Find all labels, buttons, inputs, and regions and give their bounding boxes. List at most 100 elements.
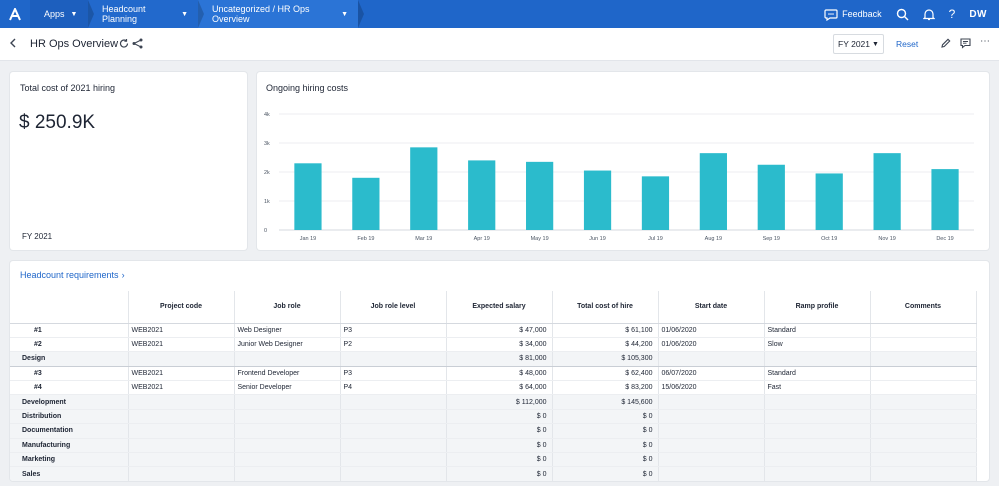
column-header[interactable]: Comments [870,291,977,324]
table-cell[interactable]: P2 [340,337,447,353]
table-cell[interactable]: 15/06/2020 [658,380,765,396]
table-cell[interactable]: $ 64,000 [446,380,553,396]
table-cell[interactable] [870,366,977,382]
table-cell[interactable]: Standard [764,323,871,338]
table-cell[interactable] [870,423,977,439]
table-cell[interactable]: $ 62,400 [552,366,659,382]
help-button[interactable]: ? [948,7,956,21]
table-cell[interactable] [870,394,977,410]
table-cell[interactable]: $ 105,300 [552,351,659,367]
table-cell[interactable] [870,438,977,454]
table-cell[interactable]: Senior Developer [234,380,341,396]
table-cell[interactable] [128,466,235,481]
breadcrumb-hr-ops-overview[interactable]: Uncategorized / HR Ops Overview ▼ [198,0,364,28]
table-cell[interactable] [658,452,765,468]
group-row[interactable]: Distribution $ 0 $ 0 [10,409,977,425]
table-cell[interactable]: $ 0 [446,452,553,468]
table-cell[interactable]: $ 0 [552,409,659,425]
table-cell[interactable] [340,452,447,468]
group-row[interactable]: Manufacturing $ 0 $ 0 [10,438,977,454]
table-cell[interactable] [870,351,977,367]
table-cell[interactable] [764,466,871,481]
table-cell[interactable]: P3 [340,323,447,338]
table-cell[interactable] [234,351,341,367]
table-cell[interactable]: WEB2021 [128,323,235,338]
breadcrumb-headcount-planning[interactable]: Headcount Planning ▼ [88,0,204,28]
table-cell[interactable] [234,423,341,439]
table-cell[interactable] [870,337,977,353]
table-cell[interactable]: Fast [764,380,871,396]
table-cell[interactable] [340,423,447,439]
table-cell[interactable] [764,394,871,410]
table-cell[interactable]: $ 0 [552,466,659,481]
comment-icon[interactable] [960,38,971,49]
table-cell[interactable] [128,438,235,454]
table-cell[interactable] [870,380,977,396]
bar-apr-19[interactable] [468,160,496,230]
table-cell[interactable] [128,452,235,468]
bar-jul-19[interactable] [641,176,670,230]
table-cell[interactable] [340,394,447,410]
group-row[interactable]: Marketing $ 0 $ 0 [10,452,977,468]
table-cell[interactable]: $ 112,000 [446,394,553,410]
table-cell[interactable] [764,351,871,367]
bar-feb-19[interactable] [352,177,380,230]
back-arrow-icon[interactable] [9,38,17,48]
table-cell[interactable] [870,323,977,338]
table-cell[interactable] [658,423,765,439]
table-cell[interactable] [870,466,977,481]
table-cell[interactable]: Web Designer [234,323,341,338]
reset-button[interactable]: Reset [896,39,919,49]
table-cell[interactable]: $ 44,200 [552,337,659,353]
column-header[interactable]: Total cost of hire [552,291,659,324]
breadcrumb-apps[interactable]: Apps ▼ [30,0,94,28]
bar-oct-19[interactable] [815,173,843,230]
pencil-icon[interactable] [941,38,951,48]
sync-icon[interactable] [119,38,129,49]
table-cell[interactable]: Junior Web Designer [234,337,341,353]
table-cell[interactable]: 01/06/2020 [658,337,765,353]
table-cell[interactable]: $ 47,000 [446,323,553,338]
group-row[interactable]: Development $ 112,000 $ 145,600 [10,394,977,410]
table-row[interactable]: #3 WEB2021 Frontend Developer P3 $ 48,000 $ 6… [10,366,977,382]
table-cell[interactable] [764,452,871,468]
table-cell[interactable]: P4 [340,380,447,396]
table-cell[interactable] [128,351,235,367]
table-cell[interactable]: Slow [764,337,871,353]
table-cell[interactable]: $ 0 [446,438,553,454]
table-cell[interactable] [870,409,977,425]
bar-jun-19[interactable] [583,170,612,230]
group-row[interactable]: Design $ 81,000 $ 105,300 [10,351,977,367]
table-cell[interactable]: $ 0 [446,409,553,425]
table-cell[interactable]: $ 0 [552,438,659,454]
bar-aug-19[interactable] [699,153,727,230]
table-cell[interactable]: $ 0 [552,452,659,468]
notifications-button[interactable] [922,8,935,21]
table-cell[interactable]: WEB2021 [128,366,235,382]
table-cell[interactable]: P3 [340,366,447,382]
table-cell[interactable] [870,452,977,468]
group-row[interactable]: Documentation $ 0 $ 0 [10,423,977,439]
table-cell[interactable] [340,351,447,367]
share-icon[interactable] [132,38,143,49]
group-row[interactable]: Sales $ 0 $ 0 [10,466,977,481]
table-cell[interactable]: Frontend Developer [234,366,341,382]
table-cell[interactable] [658,438,765,454]
table-cell[interactable]: WEB2021 [128,337,235,353]
bar-dec-19[interactable] [931,169,959,230]
column-header[interactable]: Project code [128,291,235,324]
bar-sep-19[interactable] [757,164,785,230]
table-cell[interactable]: $ 34,000 [446,337,553,353]
table-cell[interactable] [234,466,341,481]
table-cell[interactable]: $ 48,000 [446,366,553,382]
bar-jan-19[interactable] [294,163,322,230]
table-row[interactable]: #1 WEB2021 Web Designer P3 $ 47,000 $ 61,100 0… [10,323,977,338]
column-header[interactable]: Start date [658,291,765,324]
table-cell[interactable]: $ 0 [552,423,659,439]
table-cell[interactable]: Standard [764,366,871,382]
table-cell[interactable] [340,438,447,454]
table-row[interactable]: #2 WEB2021 Junior Web Designer P2 $ 34,000 $ … [10,337,977,353]
table-cell[interactable]: $ 0 [446,466,553,481]
bar-nov-19[interactable] [873,153,901,230]
table-cell[interactable] [340,466,447,481]
